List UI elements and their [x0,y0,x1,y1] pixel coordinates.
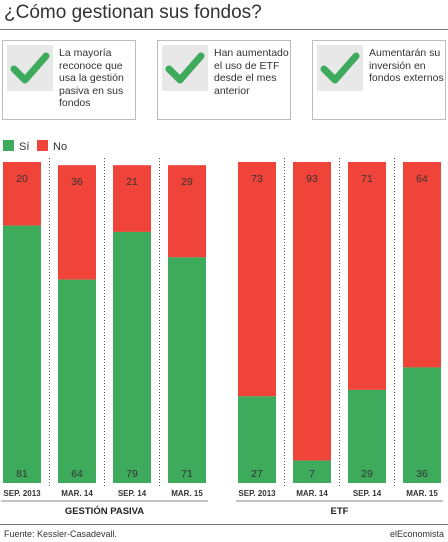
bar-segment-si [403,367,441,483]
data-label-si: 27 [251,468,263,480]
data-label-no: 20 [16,173,28,185]
bar-segment-no [293,162,331,461]
data-label-si: 29 [361,468,373,480]
bar-segment-si [58,279,96,483]
bar-segment-no [403,162,441,368]
x-tick-label: SEP. 14 [118,489,147,498]
x-tick-label: SEP. 14 [353,489,382,498]
x-tick-label: MAR. 15 [171,489,203,498]
legend-swatch-no [37,140,48,151]
x-tick-label: SEP. 2013 [3,489,41,498]
summary-card-text: La mayoría reconoce que usa la gestión p… [59,47,124,109]
bar-segment-si [113,231,151,483]
bar-segment-no [113,165,151,232]
data-label-no: 93 [306,173,318,185]
footer-divider [0,524,448,525]
x-tick-label: MAR. 14 [61,489,93,498]
data-label-si: 81 [16,468,28,480]
group-title-gestion-pasiva: GESTIÓN PASIVA [65,505,144,517]
legend-item-si: Sí [3,140,29,153]
bar-segment-no [238,162,276,397]
summary-card-3: Aumentarán su inversión en fondos extern… [312,40,446,120]
source-note: Fuente: Kessler-Casadevall. [4,529,118,539]
chart-title: ¿Cómo gestionan sus fondos? [4,2,262,23]
data-label-si: 36 [416,468,428,480]
legend-swatch-si [3,140,14,151]
legend-item-no: No [37,140,67,153]
data-label-no: 21 [126,176,138,188]
title-divider [0,29,448,30]
summary-card-text: Aumentarán su inversión en fondos extern… [369,47,444,84]
data-label-no: 64 [416,173,428,185]
legend-label-si: Sí [19,141,30,153]
summary-card-2: Han aumentado el uso de ETF desde el mes… [157,40,291,120]
x-tick-label: MAR. 14 [296,489,328,498]
data-label-si: 79 [126,468,138,480]
summary-card-text: Han aumentado el uso de ETF desde el mes… [214,47,289,97]
legend-label-no: No [53,141,68,153]
data-label-no: 29 [181,176,193,188]
check-icon [162,45,208,91]
bar-segment-si [238,396,276,483]
check-icon [317,45,363,91]
brand-logo: elEconomista [389,529,444,539]
check-icon [7,45,53,91]
bar-segment-no [58,165,96,280]
data-label-si: 71 [181,468,193,480]
bar-segment-si [168,257,206,483]
data-label-no: 73 [251,173,263,185]
bar-segment-no [348,162,386,390]
data-label-si: 7 [309,468,315,480]
data-label-si: 64 [71,468,83,480]
bar-segment-si [293,460,331,483]
bar-segment-no [168,165,206,258]
data-label-no: 71 [361,173,373,185]
summary-card-1: La mayoría reconoce que usa la gestión p… [2,40,136,120]
x-tick-label: MAR. 15 [406,489,438,498]
bar-segment-si [3,225,41,483]
x-tick-label: SEP. 2013 [238,489,276,498]
group-title-etf: ETF [331,506,349,517]
data-label-no: 36 [71,176,83,188]
bar-segment-si [348,389,386,483]
bar-segment-no [3,162,41,226]
